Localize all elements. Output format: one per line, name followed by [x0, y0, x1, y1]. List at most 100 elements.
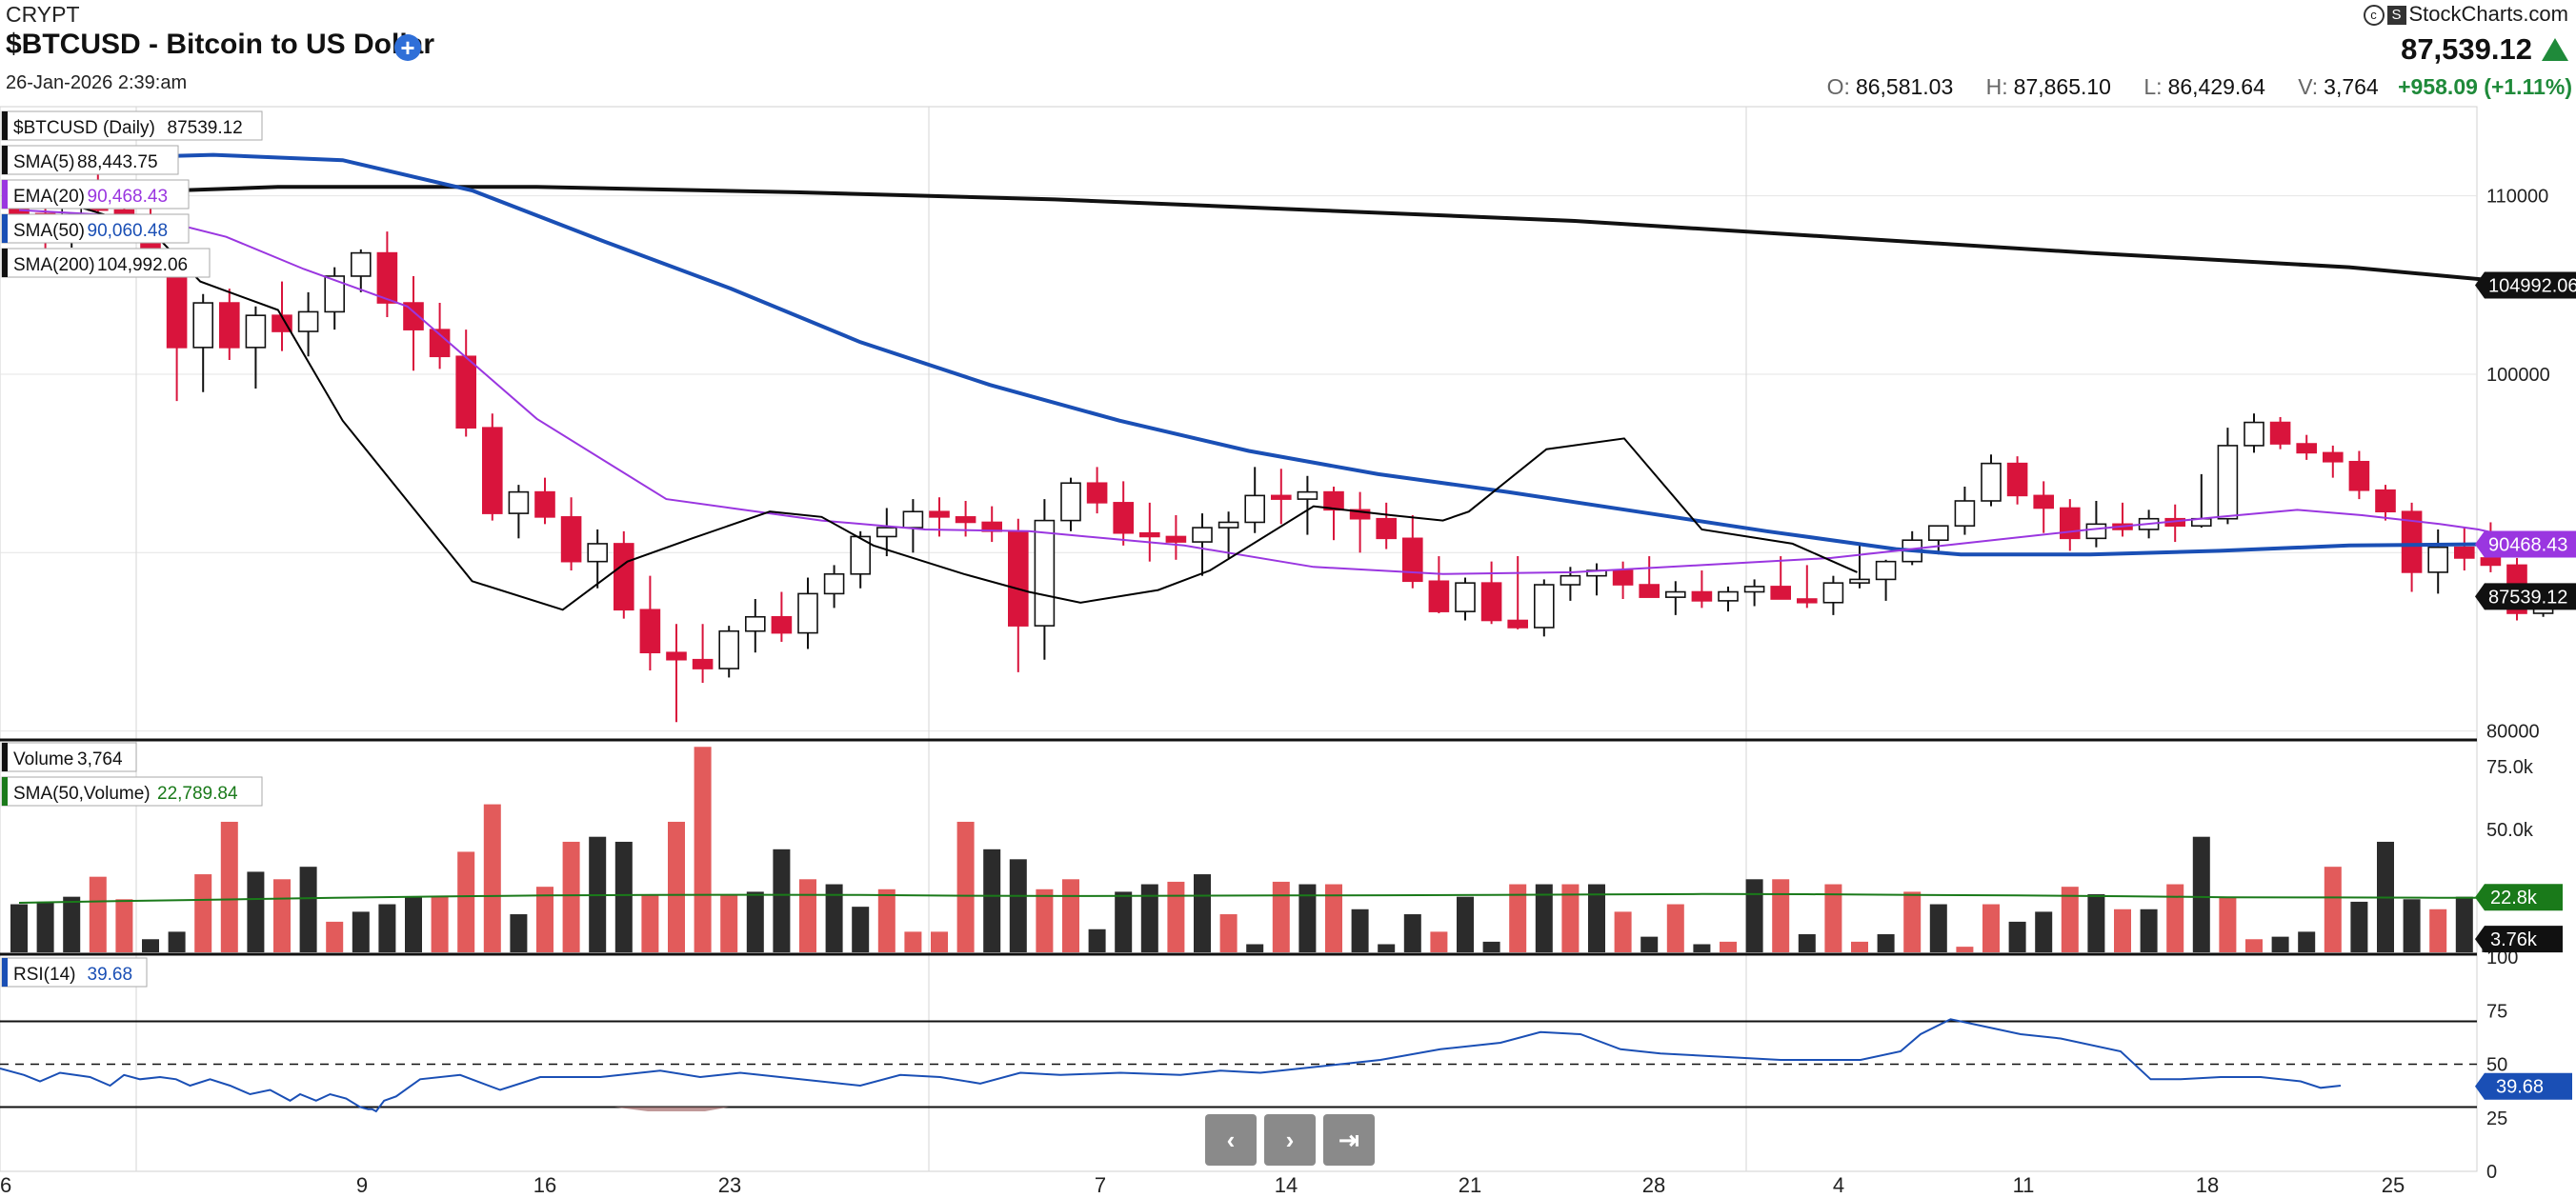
volume-bar — [2114, 908, 2131, 952]
volume-tag-label: 3.76k — [2490, 929, 2538, 950]
volume-bar — [2350, 901, 2368, 952]
volume-bar — [115, 899, 133, 952]
price-candle — [403, 302, 424, 330]
volume-bar — [2061, 887, 2079, 952]
scroll-right-button[interactable]: › — [1264, 1114, 1316, 1166]
rsi-tick-label: 50 — [2486, 1055, 2507, 1076]
volume-bar — [1535, 884, 1553, 952]
volume-bar — [1745, 879, 1763, 952]
volume-label: V: — [2298, 74, 2319, 99]
volume-bar — [2245, 939, 2263, 952]
price-legend-value: 104,992.06 — [97, 255, 188, 275]
price-candle — [1034, 519, 1056, 627]
price-candle — [1455, 582, 1476, 612]
chart-datetime: 26-Jan-2026 2:39:am — [6, 72, 188, 93]
rsi-oversold-fill — [614, 1107, 729, 1111]
volume-bar — [36, 901, 54, 952]
rsi-tag-box — [2475, 1072, 2572, 1100]
volume-bar — [405, 896, 422, 952]
volume-bar — [1325, 884, 1342, 952]
volume-bar — [2455, 896, 2473, 952]
price-candle — [1323, 490, 1344, 511]
volume-bar — [1956, 947, 1974, 952]
copyright-icon: c — [2363, 5, 2385, 27]
price-candle — [1192, 527, 1213, 543]
brand-name: StockCharts.com — [2408, 2, 2569, 26]
price-candle — [744, 615, 766, 632]
volume-bar — [483, 804, 501, 952]
price-candle — [1822, 582, 1844, 604]
price-candle — [1271, 494, 1292, 500]
rsi-line — [0, 1018, 2342, 1113]
x-axis-label: 7 — [1095, 1173, 1106, 1197]
volume-bar — [510, 914, 528, 952]
price-candle — [455, 355, 477, 429]
sma50-line — [18, 152, 2544, 557]
price-legend-value: 90,060.48 — [88, 221, 169, 241]
scroll-to-end-button[interactable]: ⇥ — [1323, 1114, 1375, 1166]
price-candle — [1981, 462, 2002, 502]
price-legend-label: SMA(200) — [13, 255, 95, 275]
price-legend-label: EMA(20) — [13, 187, 85, 207]
x-axis-label: 9 — [356, 1173, 368, 1197]
price-candle — [639, 609, 661, 654]
x-axis-label: 23 — [718, 1173, 741, 1197]
price-candle — [2244, 421, 2264, 447]
x-axis-label: 28 — [1642, 1173, 1665, 1197]
price-candle — [2296, 443, 2317, 454]
price-candle — [1849, 578, 1870, 584]
volume-bar — [1219, 914, 1238, 952]
price-candle — [297, 310, 319, 332]
price-legend-box — [1, 248, 211, 278]
low-label: L: — [2143, 74, 2163, 99]
price-candle — [797, 592, 818, 634]
volume-bar — [1693, 944, 1711, 952]
volume-legend-swatch — [2, 743, 8, 771]
x-axis-label: 21 — [1459, 1173, 1481, 1197]
price-legend-label: SMA(5) — [13, 152, 74, 172]
price-candle — [666, 651, 687, 661]
volume-bar — [1614, 911, 1632, 952]
open-value: 86,581.03 — [1855, 74, 1954, 99]
volume-bar — [2008, 921, 2026, 952]
price-candle — [2085, 523, 2107, 540]
price-legend-box — [1, 213, 190, 244]
price-candle — [1139, 531, 1160, 538]
low-value: 86,429.64 — [2167, 74, 2265, 99]
x-axis-label: 11 — [2013, 1173, 2035, 1197]
price-candle — [1165, 535, 1187, 543]
volume-bar — [1851, 941, 1868, 952]
volume-bar — [694, 747, 712, 952]
price-candle — [2060, 507, 2081, 540]
volume-legend-value: 22,789.84 — [157, 784, 238, 804]
price-legend-value: 87539.12 — [168, 118, 243, 138]
volume-bar — [352, 911, 370, 952]
price-tick-label: 110000 — [2486, 187, 2548, 208]
volume-bar — [877, 889, 896, 952]
volume-bar — [1720, 941, 1737, 952]
price-legend-swatch — [2, 249, 8, 277]
rsi-legend-value: 39.68 — [88, 965, 133, 985]
volume-bar — [431, 896, 449, 952]
price-candle — [1534, 584, 1555, 629]
price-candle — [2401, 510, 2423, 573]
price-candle — [955, 516, 976, 524]
price-candle — [2006, 462, 2028, 497]
price-candle — [560, 516, 582, 563]
scroll-left-button[interactable]: ‹ — [1205, 1114, 1257, 1166]
x-axis-label: 14 — [1275, 1173, 1298, 1197]
price-tick-label: 100000 — [2486, 365, 2550, 386]
price-candle — [245, 314, 267, 349]
volume-bar — [299, 867, 317, 952]
volume-bar — [1246, 944, 1264, 952]
add-icon[interactable]: + — [394, 34, 421, 61]
volume-bar — [773, 849, 791, 952]
price-legend-swatch — [2, 146, 8, 174]
volume-bar — [1403, 914, 1421, 952]
rsi-legend-box — [1, 957, 148, 988]
volume-bar — [2166, 884, 2184, 952]
price-legend-label: SMA(50) — [13, 221, 85, 241]
price-candle — [1113, 502, 1134, 534]
price-candle — [823, 572, 845, 595]
price-candle — [771, 615, 793, 634]
